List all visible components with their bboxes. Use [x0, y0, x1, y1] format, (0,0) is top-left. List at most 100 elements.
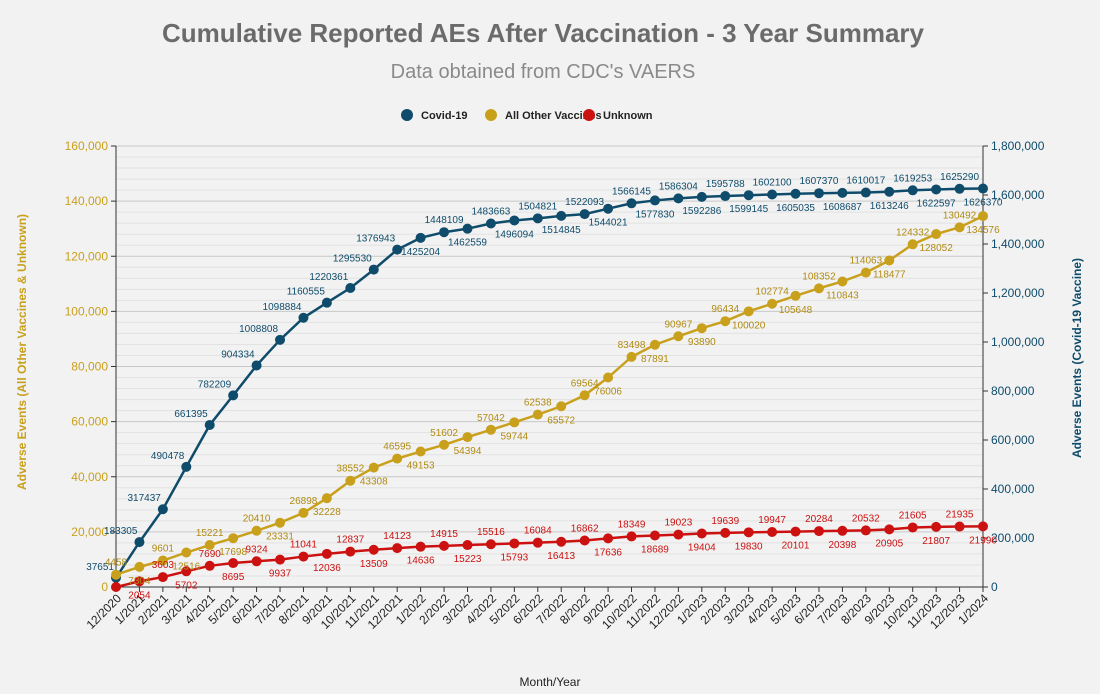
data-point-all-other-vaccines[interactable]	[509, 417, 520, 428]
data-point-covid-19[interactable]	[696, 191, 707, 202]
data-point-unknown[interactable]	[228, 558, 239, 569]
data-point-all-other-vaccines[interactable]	[298, 507, 309, 518]
data-point-unknown[interactable]	[275, 554, 286, 565]
data-point-unknown[interactable]	[884, 524, 895, 535]
data-point-all-other-vaccines[interactable]	[181, 547, 192, 558]
data-point-covid-19[interactable]	[767, 189, 778, 200]
data-point-covid-19[interactable]	[275, 334, 286, 345]
data-point-all-other-vaccines[interactable]	[321, 493, 332, 504]
data-point-covid-19[interactable]	[790, 188, 801, 199]
data-point-unknown[interactable]	[837, 525, 848, 536]
data-point-unknown[interactable]	[462, 540, 473, 551]
data-point-covid-19[interactable]	[134, 537, 145, 548]
data-point-unknown[interactable]	[532, 537, 543, 548]
data-point-all-other-vaccines[interactable]	[813, 283, 824, 294]
data-point-all-other-vaccines[interactable]	[275, 517, 286, 528]
data-point-all-other-vaccines[interactable]	[603, 372, 614, 383]
legend-item-all-other-vaccines[interactable]: All Other Vaccines	[485, 109, 602, 122]
data-point-unknown[interactable]	[931, 521, 942, 532]
data-point-unknown[interactable]	[134, 576, 145, 587]
data-point-covid-19[interactable]	[204, 419, 215, 430]
data-point-covid-19[interactable]	[884, 186, 895, 197]
data-point-covid-19[interactable]	[415, 232, 426, 243]
data-point-covid-19[interactable]	[439, 227, 450, 238]
data-point-all-other-vaccines[interactable]	[579, 390, 590, 401]
data-point-covid-19[interactable]	[860, 187, 871, 198]
legend[interactable]: Covid-19 All Other Vaccines Unknown	[401, 109, 653, 122]
data-point-covid-19[interactable]	[720, 191, 731, 202]
data-point-all-other-vaccines[interactable]	[884, 255, 895, 266]
data-point-covid-19[interactable]	[321, 297, 332, 308]
data-point-covid-19[interactable]	[813, 188, 824, 199]
data-point-unknown[interactable]	[368, 544, 379, 555]
data-point-covid-19[interactable]	[954, 183, 965, 194]
data-point-all-other-vaccines[interactable]	[931, 229, 942, 240]
data-point-unknown[interactable]	[298, 551, 309, 562]
data-point-all-other-vaccines[interactable]	[439, 439, 450, 450]
data-point-covid-19[interactable]	[907, 185, 918, 196]
data-point-all-other-vaccines[interactable]	[626, 351, 637, 362]
data-point-unknown[interactable]	[696, 528, 707, 539]
data-point-unknown[interactable]	[111, 582, 121, 592]
data-point-all-other-vaccines[interactable]	[696, 323, 707, 334]
data-point-unknown[interactable]	[321, 548, 332, 559]
data-point-all-other-vaccines[interactable]	[392, 453, 403, 464]
data-point-unknown[interactable]	[157, 572, 168, 583]
data-point-all-other-vaccines[interactable]	[368, 462, 379, 473]
data-point-all-other-vaccines[interactable]	[907, 239, 918, 250]
data-point-all-other-vaccines[interactable]	[673, 331, 684, 342]
data-point-covid-19[interactable]	[228, 390, 239, 401]
data-point-covid-19[interactable]	[603, 203, 614, 214]
data-point-all-other-vaccines[interactable]	[251, 525, 262, 536]
legend-item-unknown[interactable]: Unknown	[583, 109, 653, 122]
data-point-unknown[interactable]	[978, 521, 988, 532]
data-point-unknown[interactable]	[720, 527, 731, 538]
data-point-unknown[interactable]	[813, 526, 824, 537]
data-point-all-other-vaccines[interactable]	[649, 339, 660, 350]
data-point-unknown[interactable]	[251, 556, 262, 567]
data-point-all-other-vaccines[interactable]	[978, 211, 988, 222]
data-point-covid-19[interactable]	[392, 244, 403, 255]
data-point-covid-19[interactable]	[157, 504, 168, 515]
data-point-all-other-vaccines[interactable]	[345, 475, 356, 486]
data-point-all-other-vaccines[interactable]	[462, 432, 473, 443]
data-point-all-other-vaccines[interactable]	[790, 290, 801, 301]
data-point-unknown[interactable]	[907, 522, 918, 533]
data-point-covid-19[interactable]	[181, 461, 192, 472]
data-point-unknown[interactable]	[767, 527, 778, 538]
data-point-covid-19[interactable]	[345, 283, 356, 294]
data-point-all-other-vaccines[interactable]	[415, 446, 426, 457]
data-point-covid-19[interactable]	[251, 360, 262, 371]
data-point-all-other-vaccines[interactable]	[111, 569, 121, 580]
data-point-covid-19[interactable]	[556, 210, 567, 221]
data-point-unknown[interactable]	[415, 541, 426, 552]
data-point-covid-19[interactable]	[673, 193, 684, 204]
data-point-unknown[interactable]	[673, 529, 684, 540]
data-point-all-other-vaccines[interactable]	[157, 555, 168, 566]
data-point-unknown[interactable]	[556, 536, 567, 547]
data-point-unknown[interactable]	[345, 546, 356, 557]
data-point-covid-19[interactable]	[579, 209, 590, 220]
data-point-all-other-vaccines[interactable]	[228, 533, 239, 544]
data-point-all-other-vaccines[interactable]	[860, 267, 871, 278]
data-point-unknown[interactable]	[790, 526, 801, 537]
data-point-covid-19[interactable]	[509, 215, 520, 226]
data-point-all-other-vaccines[interactable]	[720, 316, 731, 327]
data-point-unknown[interactable]	[860, 525, 871, 536]
data-point-unknown[interactable]	[954, 521, 965, 532]
data-point-unknown[interactable]	[603, 533, 614, 544]
legend-item-covid-19[interactable]: Covid-19	[401, 109, 467, 122]
data-point-all-other-vaccines[interactable]	[532, 409, 543, 420]
data-point-covid-19[interactable]	[837, 187, 848, 198]
data-point-unknown[interactable]	[509, 538, 520, 549]
data-point-unknown[interactable]	[485, 539, 496, 550]
data-point-unknown[interactable]	[626, 531, 637, 542]
data-point-covid-19[interactable]	[485, 218, 496, 229]
data-point-unknown[interactable]	[649, 530, 660, 541]
data-point-all-other-vaccines[interactable]	[134, 561, 145, 572]
data-point-covid-19[interactable]	[931, 184, 942, 195]
data-point-unknown[interactable]	[204, 560, 215, 571]
data-point-all-other-vaccines[interactable]	[204, 540, 215, 551]
data-point-covid-19[interactable]	[978, 183, 988, 194]
data-point-all-other-vaccines[interactable]	[485, 424, 496, 435]
